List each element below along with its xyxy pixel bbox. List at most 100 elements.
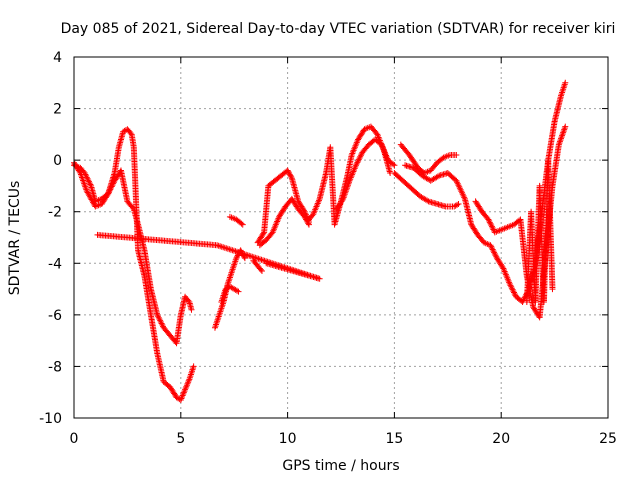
- series-markers: [347, 163, 359, 183]
- series-markers: [161, 379, 172, 390]
- series-markers: [418, 194, 431, 204]
- x-tick-label: 20: [492, 431, 510, 447]
- series-markers: [556, 125, 568, 147]
- data-point: [284, 167, 291, 174]
- series-markers: [71, 161, 83, 175]
- series-markers: [446, 171, 459, 183]
- series-markers: [551, 94, 564, 123]
- y-tick-label: -10: [39, 411, 62, 427]
- series-markers: [317, 171, 329, 201]
- data-point: [258, 268, 265, 275]
- series-markers: [118, 169, 131, 203]
- series-markers: [111, 145, 122, 175]
- series-markers: [78, 166, 87, 175]
- series-markers: [128, 132, 137, 149]
- series-markers: [340, 179, 353, 201]
- series-markers: [507, 282, 519, 299]
- series-markers: [429, 173, 441, 183]
- series-markers: [486, 217, 498, 234]
- grid-lines: [74, 57, 608, 418]
- series-markers: [349, 138, 361, 157]
- series-markers: [289, 176, 301, 203]
- data-point: [391, 162, 398, 169]
- x-tick-label: 10: [279, 431, 297, 447]
- y-tick-label: -4: [48, 256, 62, 272]
- data-point: [305, 221, 312, 228]
- series-outliers: [94, 231, 323, 282]
- series-markers: [173, 313, 184, 345]
- series-markers: [360, 142, 371, 155]
- data-point: [239, 221, 246, 228]
- y-tick-label: -8: [48, 359, 62, 375]
- series-markers: [344, 153, 355, 178]
- series-markers: [258, 238, 268, 248]
- series-markers: [454, 179, 468, 201]
- series-markers: [232, 286, 241, 294]
- series-markers: [148, 313, 161, 355]
- series-markers: [422, 168, 433, 176]
- data-series: [71, 79, 569, 403]
- series-markers: [545, 158, 556, 291]
- series-markers: [183, 295, 192, 304]
- series-markers: [355, 127, 367, 142]
- series-track-14: [472, 123, 569, 321]
- series-markers: [93, 196, 104, 204]
- series-markers: [141, 274, 154, 317]
- series-markers: [488, 243, 500, 260]
- series-markers: [167, 385, 179, 400]
- series-track-6: [250, 257, 265, 275]
- series-markers: [264, 260, 322, 282]
- series-markers: [493, 227, 503, 235]
- data-point: [301, 213, 308, 220]
- data-point: [233, 255, 240, 262]
- series-markers: [125, 199, 136, 211]
- series-markers: [392, 171, 405, 183]
- series-markers: [161, 326, 173, 338]
- series-markers: [266, 178, 277, 188]
- series-markers: [121, 127, 129, 134]
- series-markers: [99, 191, 111, 206]
- series-track-5: [226, 213, 246, 228]
- data-point: [562, 79, 569, 86]
- series-markers: [428, 161, 440, 173]
- series-markers: [462, 197, 474, 227]
- series-markers: [475, 233, 487, 245]
- data-point: [105, 190, 112, 197]
- series-markers: [218, 287, 229, 304]
- data-point: [235, 288, 242, 295]
- data-point: [487, 242, 494, 249]
- series-markers: [482, 240, 492, 248]
- series-markers: [84, 189, 98, 209]
- series-markers: [224, 284, 232, 292]
- y-axis-label: SDTVAR / TECUs: [7, 181, 23, 296]
- series-markers: [255, 264, 264, 273]
- series-markers: [379, 143, 391, 162]
- series-markers: [480, 210, 491, 222]
- series-markers: [363, 124, 373, 132]
- x-tick-label: 15: [385, 431, 403, 447]
- series-track-11: [391, 170, 462, 210]
- series-markers: [296, 199, 307, 214]
- series-markers: [435, 155, 446, 165]
- series-markers: [255, 230, 267, 245]
- series-markers: [401, 178, 414, 191]
- series-markers: [398, 142, 412, 157]
- series-markers: [141, 248, 154, 291]
- series-markers: [469, 222, 480, 237]
- series-markers: [135, 248, 148, 278]
- data-point: [190, 363, 197, 370]
- series-markers: [353, 150, 365, 167]
- x-tick-label: 0: [70, 431, 79, 447]
- series-markers: [154, 352, 167, 384]
- axis-ticks: 0 5 10 15 20 25 -10 -8 -6 -4 -2 0 2 4: [39, 50, 617, 447]
- data-point: [182, 386, 189, 393]
- series-markers: [125, 127, 134, 137]
- series-track-4: [218, 283, 242, 305]
- x-tick-label: 5: [176, 431, 185, 447]
- x-axis-label: GPS time / hours: [282, 458, 399, 474]
- series-markers: [327, 145, 338, 226]
- series-markers: [442, 152, 452, 160]
- data-point: [263, 260, 270, 267]
- y-tick-label: 0: [53, 153, 62, 169]
